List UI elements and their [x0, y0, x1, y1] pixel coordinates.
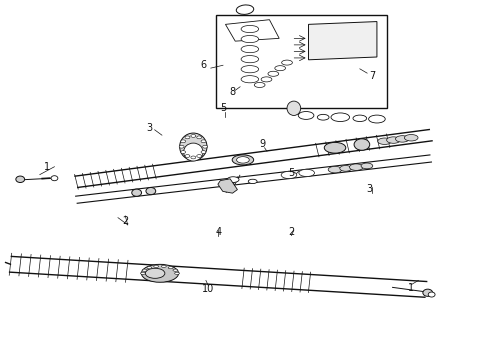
Ellipse shape [185, 136, 190, 139]
Ellipse shape [197, 136, 202, 139]
Ellipse shape [395, 136, 409, 142]
Ellipse shape [298, 112, 314, 120]
Ellipse shape [299, 169, 315, 176]
Circle shape [284, 171, 294, 179]
Bar [216, 15, 387, 108]
Ellipse shape [261, 77, 272, 82]
Ellipse shape [179, 145, 184, 148]
Ellipse shape [368, 115, 385, 123]
Text: 7: 7 [369, 71, 375, 81]
Ellipse shape [248, 179, 257, 184]
Ellipse shape [191, 156, 196, 159]
Ellipse shape [241, 45, 259, 53]
Ellipse shape [241, 55, 259, 63]
Ellipse shape [404, 135, 418, 141]
Circle shape [354, 139, 370, 150]
Ellipse shape [142, 269, 147, 271]
Ellipse shape [331, 113, 349, 122]
Ellipse shape [142, 264, 178, 282]
Ellipse shape [282, 60, 293, 65]
Text: 6: 6 [200, 60, 206, 70]
Ellipse shape [287, 101, 301, 116]
Ellipse shape [241, 66, 259, 73]
Ellipse shape [201, 140, 206, 143]
Text: 3: 3 [367, 184, 373, 194]
Polygon shape [309, 22, 377, 60]
Text: 10: 10 [202, 284, 215, 294]
Circle shape [428, 292, 435, 297]
Text: 5: 5 [220, 103, 226, 113]
Ellipse shape [318, 114, 329, 120]
Text: 5: 5 [288, 168, 294, 178]
Ellipse shape [378, 138, 392, 144]
Polygon shape [218, 179, 238, 193]
Ellipse shape [254, 82, 265, 87]
Text: 2: 2 [288, 227, 294, 237]
Ellipse shape [387, 137, 400, 143]
Ellipse shape [241, 76, 259, 83]
Ellipse shape [275, 66, 286, 71]
Circle shape [16, 176, 24, 183]
Ellipse shape [197, 154, 202, 157]
Text: 8: 8 [230, 87, 236, 97]
Ellipse shape [227, 177, 239, 183]
Ellipse shape [146, 268, 165, 278]
Circle shape [132, 189, 142, 196]
Ellipse shape [237, 157, 249, 163]
Text: 2: 2 [122, 216, 128, 226]
Ellipse shape [173, 269, 178, 271]
Ellipse shape [353, 115, 367, 122]
Ellipse shape [161, 265, 166, 267]
Ellipse shape [191, 135, 196, 138]
Ellipse shape [147, 267, 152, 269]
Ellipse shape [181, 140, 186, 143]
Ellipse shape [168, 267, 173, 269]
Ellipse shape [174, 272, 179, 274]
Circle shape [423, 289, 433, 296]
Text: 9: 9 [259, 139, 265, 149]
Ellipse shape [268, 71, 279, 76]
Ellipse shape [340, 166, 351, 171]
Ellipse shape [281, 171, 297, 179]
Ellipse shape [232, 155, 254, 165]
Ellipse shape [185, 154, 190, 157]
Polygon shape [225, 20, 279, 41]
Ellipse shape [141, 272, 146, 274]
Circle shape [51, 176, 58, 181]
Text: 4: 4 [215, 227, 221, 237]
Ellipse shape [361, 163, 373, 169]
Ellipse shape [236, 5, 254, 14]
Ellipse shape [241, 26, 259, 33]
Ellipse shape [180, 133, 207, 160]
Ellipse shape [181, 150, 186, 153]
Circle shape [302, 169, 312, 176]
Ellipse shape [241, 36, 259, 42]
Text: 1: 1 [408, 283, 414, 293]
Text: 1: 1 [44, 162, 50, 172]
Ellipse shape [328, 166, 342, 173]
Ellipse shape [349, 164, 363, 170]
Ellipse shape [324, 143, 346, 153]
Ellipse shape [184, 143, 203, 161]
Ellipse shape [201, 150, 206, 153]
Ellipse shape [202, 145, 207, 148]
Text: 3: 3 [147, 123, 153, 133]
Ellipse shape [154, 265, 159, 267]
Circle shape [146, 188, 156, 195]
